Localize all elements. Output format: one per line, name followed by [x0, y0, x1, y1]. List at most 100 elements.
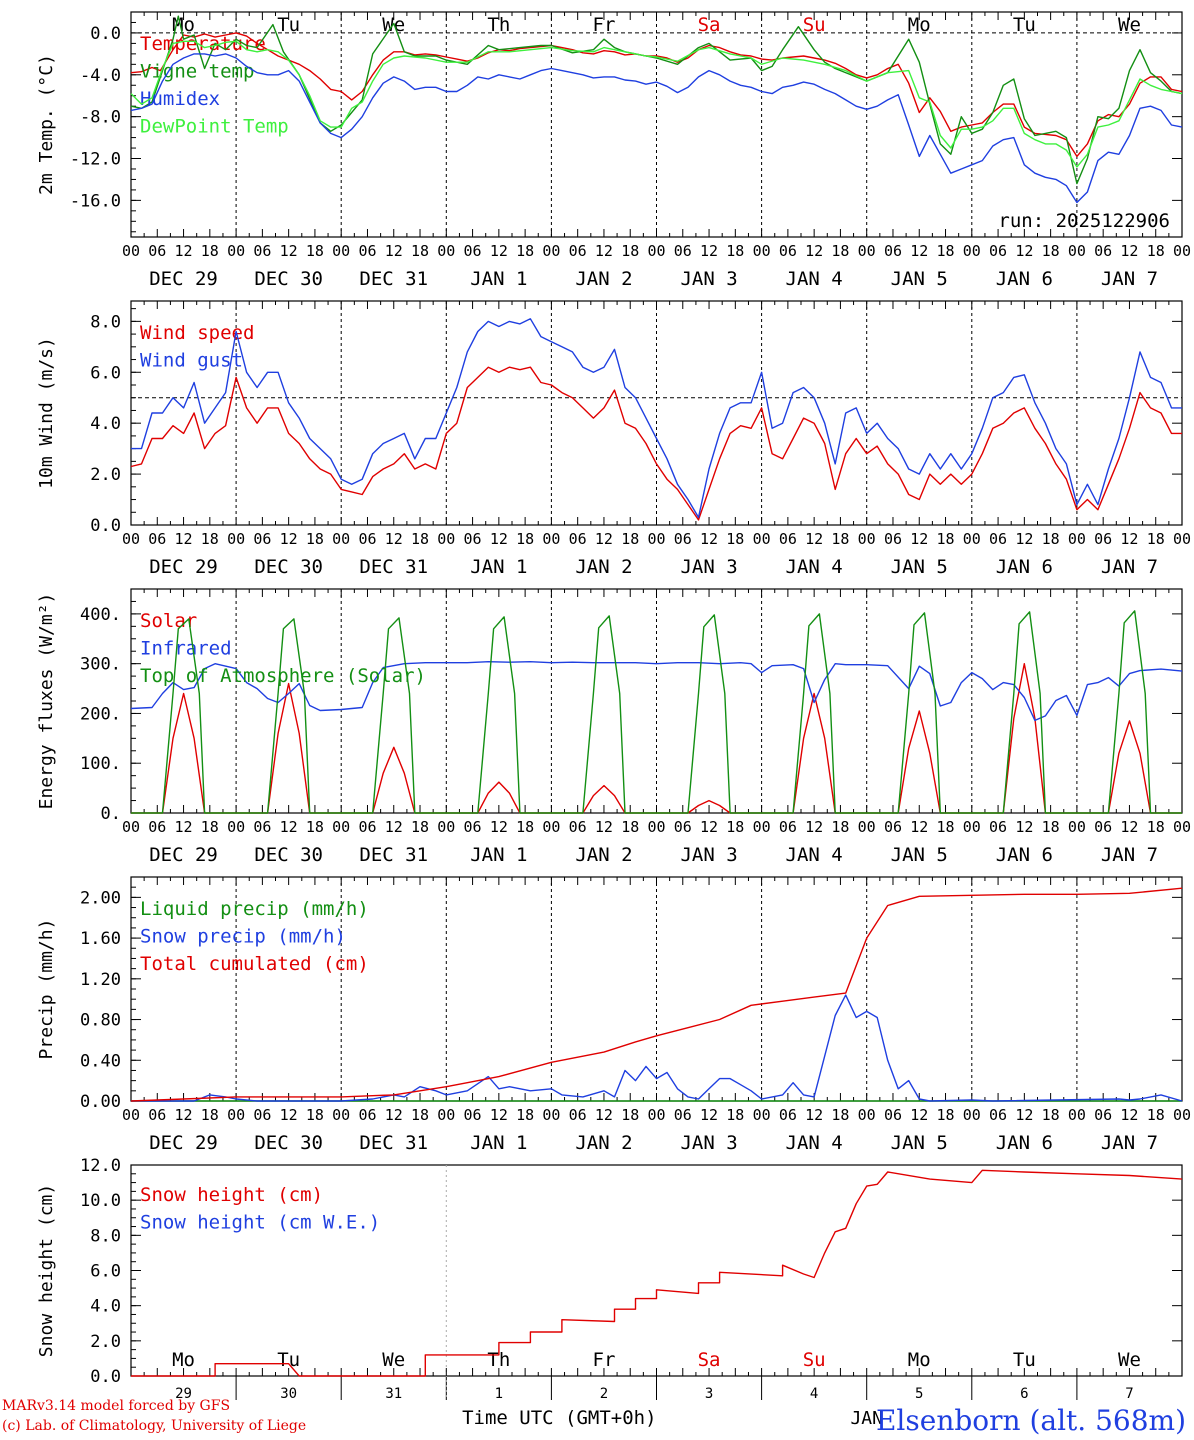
- weekday-label: Fr: [593, 1349, 616, 1371]
- hour-label: 06: [779, 818, 797, 836]
- hour-label: 18: [411, 1106, 429, 1124]
- date-label: DEC 31: [359, 1132, 428, 1154]
- date-label: JAN 1: [470, 268, 527, 290]
- weekday-label: We: [1118, 1349, 1141, 1371]
- hour-label: 18: [726, 1106, 744, 1124]
- series-line-humidex: [130, 53, 1183, 204]
- hour-label: 18: [936, 818, 954, 836]
- hour-label: 12: [910, 530, 928, 548]
- hour-label: 18: [1147, 530, 1165, 548]
- hour-label: 00: [227, 818, 245, 836]
- hour-label: 00: [1173, 242, 1191, 260]
- legend-wind-speed: Wind speed: [140, 322, 254, 344]
- hour-label: 06: [779, 1106, 797, 1124]
- legend-top-of-atmosphere-solar-: Top of Atmosphere (Solar): [140, 665, 426, 687]
- hour-label: 18: [831, 818, 849, 836]
- hour-label: 18: [411, 242, 429, 260]
- hour-label: 12: [805, 1106, 823, 1124]
- hour-label: 06: [989, 1106, 1007, 1124]
- hour-label: 00: [753, 530, 771, 548]
- series-line-temperature: [130, 32, 1183, 158]
- hour-label: 18: [621, 530, 639, 548]
- hour-label: 06: [358, 530, 376, 548]
- date-label: DEC 29: [149, 268, 218, 290]
- date-label: JAN 3: [680, 844, 737, 866]
- series-line-wind-speed: [130, 366, 1182, 521]
- hour-label: 12: [175, 242, 193, 260]
- hour-label: 18: [1147, 818, 1165, 836]
- weekday-label: Fr: [593, 14, 616, 36]
- hour-label: 06: [148, 530, 166, 548]
- y-tick-label: 0.00: [80, 1092, 121, 1112]
- date-label: JAN 6: [996, 268, 1053, 290]
- date-label: DEC 31: [359, 268, 428, 290]
- hour-label: 00: [332, 818, 350, 836]
- hour-label: 12: [1120, 530, 1138, 548]
- y-tick-label: 0.0: [90, 1367, 121, 1387]
- hour-label: 12: [1120, 242, 1138, 260]
- series-line-snow-height-cm-: [131, 1169, 1183, 1377]
- hour-label: 06: [674, 242, 692, 260]
- hour-label: 12: [595, 530, 613, 548]
- y-tick-label: 400.: [80, 605, 121, 625]
- hour-label: 00: [858, 1106, 876, 1124]
- hour-label: 12: [910, 818, 928, 836]
- day-number: 1: [495, 1386, 503, 1402]
- hour-label: 00: [963, 242, 981, 260]
- hour-label: 00: [332, 1106, 350, 1124]
- hour-label: 12: [700, 530, 718, 548]
- hour-label: 12: [385, 530, 403, 548]
- day-number: 30: [280, 1386, 297, 1402]
- hour-label: 12: [805, 818, 823, 836]
- date-label: DEC 29: [149, 844, 218, 866]
- hour-label: 00: [437, 242, 455, 260]
- series-line-total-cumulated-cm-: [130, 887, 1183, 1102]
- hour-label: 00: [437, 530, 455, 548]
- hour-label: 12: [1120, 1106, 1138, 1124]
- hour-label: 00: [753, 818, 771, 836]
- y-tick-label: 10.0: [80, 1191, 121, 1211]
- hour-label: 06: [674, 818, 692, 836]
- hour-label: 00: [542, 530, 560, 548]
- hour-label: 18: [831, 242, 849, 260]
- day-number: 6: [1020, 1386, 1028, 1402]
- hour-label: 18: [306, 242, 324, 260]
- hour-label: 18: [1147, 1106, 1165, 1124]
- y-tick-label: 4.0: [90, 1297, 121, 1317]
- date-label: JAN 6: [996, 1132, 1053, 1154]
- hour-label: 00: [1173, 530, 1191, 548]
- hour-label: 00: [963, 818, 981, 836]
- weekday-label: Mo: [172, 1349, 195, 1371]
- legend-total-cumulated-cm-: Total cumulated (cm): [140, 953, 369, 975]
- date-label: JAN 6: [996, 844, 1053, 866]
- hour-label: 06: [674, 1106, 692, 1124]
- hour-label: 00: [437, 818, 455, 836]
- weekday-label: Tu: [1013, 14, 1036, 36]
- hour-label: 18: [516, 818, 534, 836]
- panel-frame-energy: [130, 588, 1183, 814]
- weekday-label: Mo: [908, 1349, 931, 1371]
- hour-label: 06: [1094, 530, 1112, 548]
- y-tick-label: 6.0: [90, 1262, 121, 1282]
- legend-wind-gust: Wind gust: [140, 350, 243, 372]
- series-line-vigne-temp: [130, 15, 1183, 185]
- hour-label: 18: [831, 1106, 849, 1124]
- station-name: Elsenborn (alt. 568m): [875, 1404, 1186, 1437]
- y-tick-label: 1.60: [80, 929, 121, 949]
- hour-label: 00: [332, 530, 350, 548]
- hour-label: 00: [1173, 818, 1191, 836]
- hour-label: 00: [437, 1106, 455, 1124]
- hour-label: 18: [621, 242, 639, 260]
- y-tick-label: 8.0: [90, 1226, 121, 1246]
- date-label: JAN 5: [891, 268, 948, 290]
- hour-label: 00: [647, 242, 665, 260]
- hour-label: 00: [963, 1106, 981, 1124]
- date-label: DEC 30: [254, 1132, 323, 1154]
- hour-label: 06: [884, 818, 902, 836]
- hour-label: 00: [753, 242, 771, 260]
- date-label: DEC 31: [359, 556, 428, 578]
- legend-liquid-precip-mm-h-: Liquid precip (mm/h): [140, 898, 369, 920]
- hour-label: 06: [148, 818, 166, 836]
- hour-label: 06: [569, 242, 587, 260]
- hour-label: 06: [464, 818, 482, 836]
